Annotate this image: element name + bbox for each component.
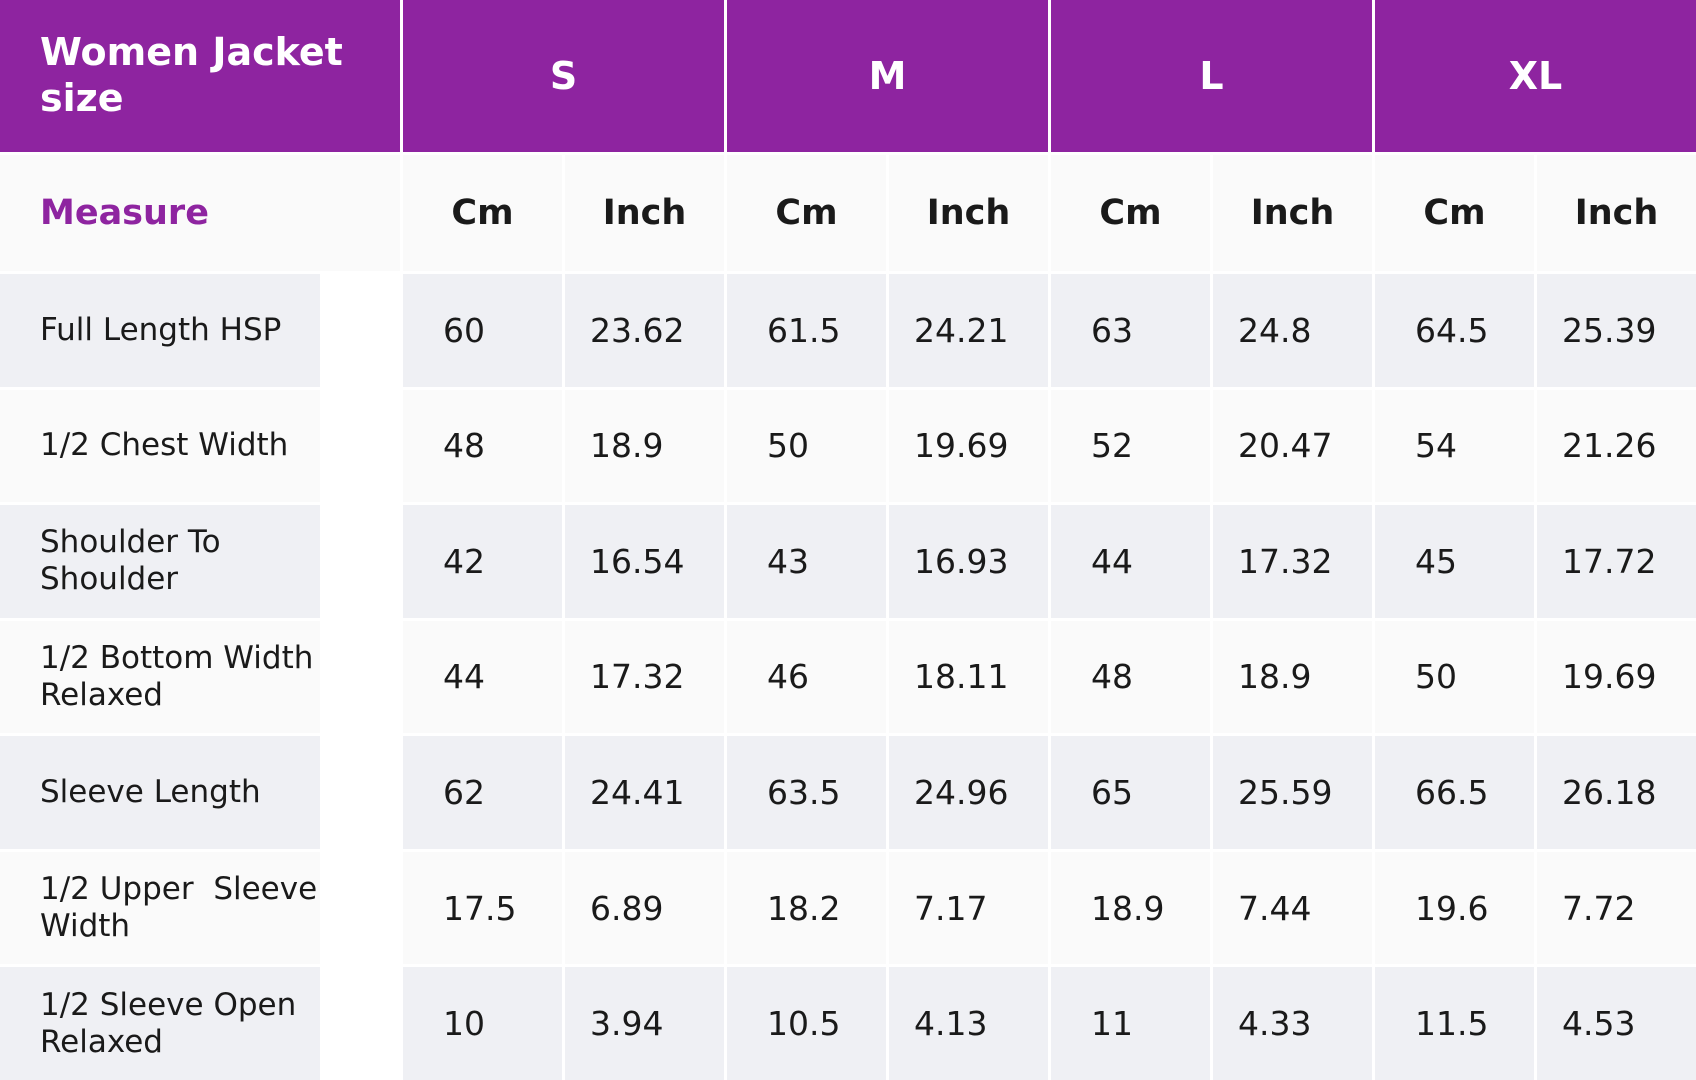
value-cell: 4.53 xyxy=(1537,967,1696,1080)
value-cell: 19.69 xyxy=(1537,620,1696,734)
value-cell: 17.32 xyxy=(1213,505,1372,618)
row-label: Shoulder To Shoulder xyxy=(0,505,320,618)
value-cell: 63 xyxy=(1051,274,1210,387)
value-cell: 24.41 xyxy=(565,736,724,849)
value-cell: 24.96 xyxy=(889,736,1048,849)
unit-header: Cm xyxy=(1375,155,1534,271)
value-cell: 18.9 xyxy=(1213,620,1372,734)
value-cell: 25.59 xyxy=(1213,736,1372,849)
value-cell: 45 xyxy=(1375,505,1534,618)
value-cell: 4.13 xyxy=(889,967,1048,1080)
value-cell: 26.18 xyxy=(1537,736,1696,849)
size-header: XL xyxy=(1375,0,1696,152)
value-cell: 21.26 xyxy=(1537,389,1696,503)
unit-header: Inch xyxy=(889,155,1048,271)
unit-header: Inch xyxy=(565,155,724,271)
value-cell: 52 xyxy=(1051,389,1210,503)
value-cell: 18.9 xyxy=(1051,851,1210,965)
table-title: Women Jacket size xyxy=(0,0,400,152)
unit-header: Cm xyxy=(727,155,886,271)
size-header: S xyxy=(403,0,724,152)
value-cell: 6.89 xyxy=(565,851,724,965)
value-cell: 65 xyxy=(1051,736,1210,849)
value-cell: 66.5 xyxy=(1375,736,1534,849)
row-label: 1/2 Upper Sleeve Width xyxy=(0,851,320,965)
value-cell: 50 xyxy=(1375,620,1534,734)
value-cell: 20.47 xyxy=(1213,389,1372,503)
value-cell: 60 xyxy=(403,274,562,387)
value-cell: 17.72 xyxy=(1537,505,1696,618)
row-label: Full Length HSP xyxy=(0,274,320,387)
row-label: 1/2 Chest Width xyxy=(0,389,320,503)
value-cell: 18.2 xyxy=(727,851,886,965)
value-cell: 7.72 xyxy=(1537,851,1696,965)
value-cell: 24.21 xyxy=(889,274,1048,387)
value-cell: 48 xyxy=(403,389,562,503)
value-cell: 16.93 xyxy=(889,505,1048,618)
value-cell: 48 xyxy=(1051,620,1210,734)
value-cell: 62 xyxy=(403,736,562,849)
row-label: 1/2 Bottom Width Relaxed xyxy=(0,620,320,734)
row-label: 1/2 Sleeve Open Relaxed xyxy=(0,967,320,1080)
value-cell: 42 xyxy=(403,505,562,618)
value-cell: 24.8 xyxy=(1213,274,1372,387)
value-cell: 19.69 xyxy=(889,389,1048,503)
value-cell: 11 xyxy=(1051,967,1210,1080)
value-cell: 46 xyxy=(727,620,886,734)
value-cell: 64.5 xyxy=(1375,274,1534,387)
value-cell: 17.5 xyxy=(403,851,562,965)
measure-header: Measure xyxy=(0,155,400,271)
value-cell: 3.94 xyxy=(565,967,724,1080)
value-cell: 7.17 xyxy=(889,851,1048,965)
value-cell: 18.9 xyxy=(565,389,724,503)
value-cell: 11.5 xyxy=(1375,967,1534,1080)
value-cell: 43 xyxy=(727,505,886,618)
unit-header: Inch xyxy=(1537,155,1696,271)
value-cell: 25.39 xyxy=(1537,274,1696,387)
size-header: L xyxy=(1051,0,1372,152)
value-cell: 44 xyxy=(1051,505,1210,618)
value-cell: 50 xyxy=(727,389,886,503)
size-header: M xyxy=(727,0,1048,152)
value-cell: 44 xyxy=(403,620,562,734)
value-cell: 7.44 xyxy=(1213,851,1372,965)
value-cell: 19.6 xyxy=(1375,851,1534,965)
value-cell: 16.54 xyxy=(565,505,724,618)
row-label: Sleeve Length xyxy=(0,736,320,849)
value-cell: 10.5 xyxy=(727,967,886,1080)
value-cell: 18.11 xyxy=(889,620,1048,734)
unit-header: Cm xyxy=(403,155,562,271)
unit-header: Cm xyxy=(1051,155,1210,271)
value-cell: 17.32 xyxy=(565,620,724,734)
value-cell: 63.5 xyxy=(727,736,886,849)
value-cell: 61.5 xyxy=(727,274,886,387)
value-cell: 4.33 xyxy=(1213,967,1372,1080)
unit-header: Inch xyxy=(1213,155,1372,271)
value-cell: 10 xyxy=(403,967,562,1080)
value-cell: 54 xyxy=(1375,389,1534,503)
value-cell: 23.62 xyxy=(565,274,724,387)
